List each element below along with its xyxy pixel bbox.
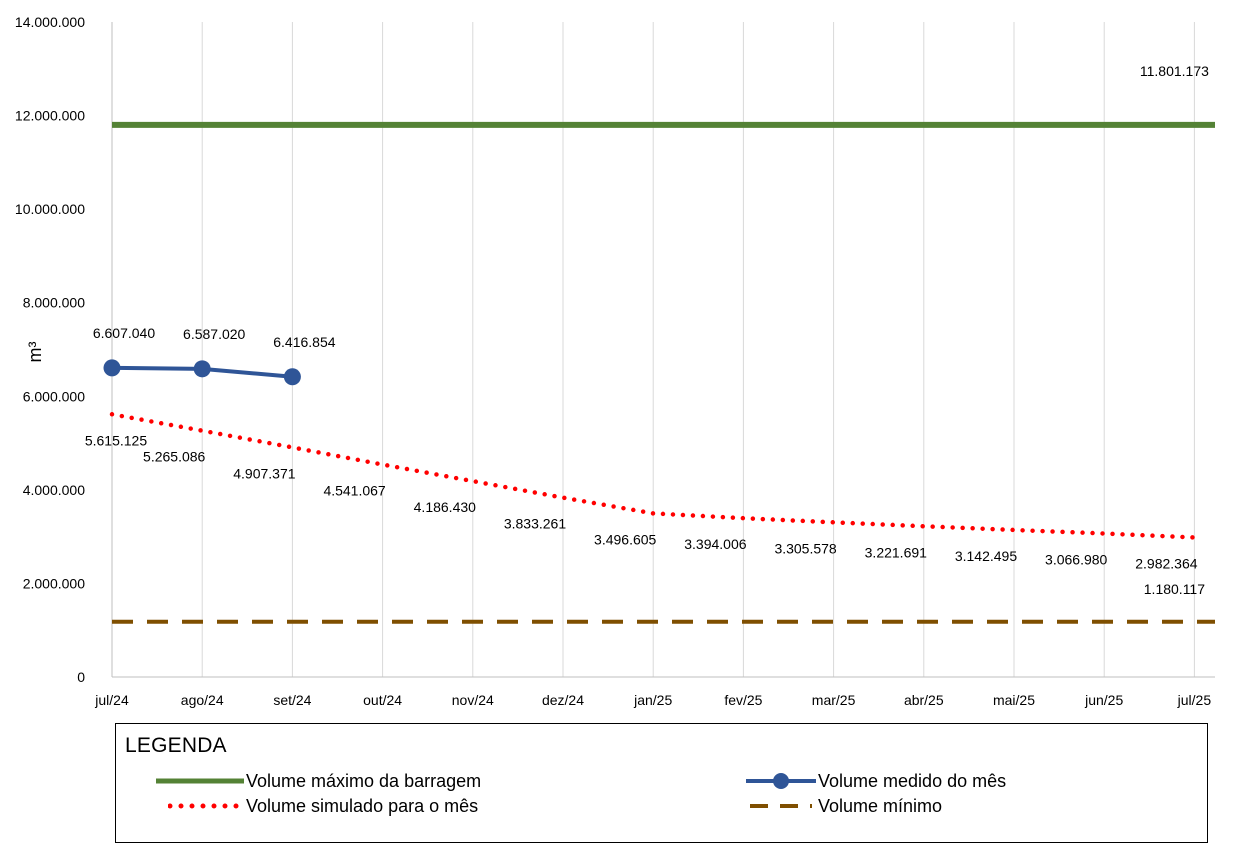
simulated-data-label-8: 3.305.578 xyxy=(774,540,836,556)
max-volume-data-label: 11.801.173 xyxy=(1140,63,1209,79)
legend-title: LEGENDA xyxy=(125,734,227,757)
y-tick-label-5: 10.000.000 xyxy=(15,201,85,217)
measured-point-1 xyxy=(193,360,211,378)
simulated-data-label-0: 5.615.125 xyxy=(85,432,147,448)
y-tick-label-0: 0 xyxy=(77,669,85,685)
legend-label-simulated-volume: Volume simulado para o mês xyxy=(246,795,479,816)
legend-item-measured-volume: Volume medido do mês xyxy=(746,770,1006,792)
min-volume-data-label: 1.180.117 xyxy=(1144,581,1205,597)
x-tick-label-8: mar/25 xyxy=(812,692,856,708)
y-tick-label-4: 8.000.000 xyxy=(23,295,85,311)
y-tick-label-1: 2.000.000 xyxy=(23,575,85,591)
legend-label-measured-volume: Volume medido do mês xyxy=(818,770,1007,791)
volume-chart: 0 2.000.000 4.000.000 6.000.000 8.000.000 10.… xyxy=(15,14,1215,708)
legend-swatch-max-volume xyxy=(156,778,244,784)
x-tick-label-11: jun/25 xyxy=(1084,692,1123,708)
legend-label-min-volume: Volume mínimo xyxy=(818,795,943,816)
y-tick-label-2: 4.000.000 xyxy=(23,482,85,498)
legend-swatch-measured-volume xyxy=(746,773,816,789)
legend-item-max-volume: Volume máximo da barragem xyxy=(156,770,481,792)
x-tick-label-3: out/24 xyxy=(363,692,402,708)
simulated-data-label-1: 5.265.086 xyxy=(143,449,205,465)
x-tick-label-7: fev/25 xyxy=(724,692,762,708)
measured-point-2 xyxy=(283,368,301,386)
simulated-data-label-7: 3.394.006 xyxy=(684,536,746,552)
y-axis-label: m³ xyxy=(25,342,45,363)
x-tick-label-10: mai/25 xyxy=(993,692,1035,708)
series-simulated-volume-line xyxy=(109,412,1197,540)
legend-item-simulated-volume: Volume simulado para o mês xyxy=(168,795,478,817)
x-tick-label-12: jul/25 xyxy=(1177,692,1212,708)
x-tick-label-9: abr/25 xyxy=(904,692,944,708)
y-tick-label-3: 6.000.000 xyxy=(23,388,85,404)
simulated-data-label-6: 3.496.605 xyxy=(594,531,656,547)
x-tick-label-2: set/24 xyxy=(273,692,311,708)
legend-swatch-simulated-volume xyxy=(168,803,244,809)
measured-data-label-1: 6.587.020 xyxy=(183,326,245,342)
legend-box: LEGENDA Volume máximo da barragem Volume… xyxy=(115,723,1208,843)
simulated-data-label-10: 3.142.495 xyxy=(955,548,1017,564)
y-tick-label-6: 12.000.000 xyxy=(15,108,85,124)
x-tick-label-1: ago/24 xyxy=(181,692,224,708)
x-tick-label-5: dez/24 xyxy=(542,692,584,708)
measured-data-label-2: 6.416.854 xyxy=(273,334,335,350)
y-tick-label-7: 14.000.000 xyxy=(15,14,85,30)
x-tick-label-4: nov/24 xyxy=(452,692,494,708)
x-tick-label-6: jan/25 xyxy=(633,692,672,708)
simulated-data-label-12: 2.982.364 xyxy=(1135,555,1197,571)
legend-item-min-volume: Volume mínimo xyxy=(746,795,942,817)
legend-swatch-min-volume xyxy=(750,804,812,808)
simulated-data-label-11: 3.066.980 xyxy=(1045,552,1107,568)
measured-point-0 xyxy=(103,359,121,377)
simulated-data-label-4: 4.186.430 xyxy=(414,499,476,515)
simulated-data-label-3: 4.541.067 xyxy=(323,483,385,499)
simulated-data-label-5: 3.833.261 xyxy=(504,516,566,532)
legend-label-max-volume: Volume máximo da barragem xyxy=(246,770,482,791)
simulated-data-label-9: 3.221.691 xyxy=(865,544,927,560)
measured-data-label-0: 6.607.040 xyxy=(93,325,155,341)
simulated-data-label-2: 4.907.371 xyxy=(233,465,295,481)
x-tick-label-0: jul/24 xyxy=(94,692,129,708)
